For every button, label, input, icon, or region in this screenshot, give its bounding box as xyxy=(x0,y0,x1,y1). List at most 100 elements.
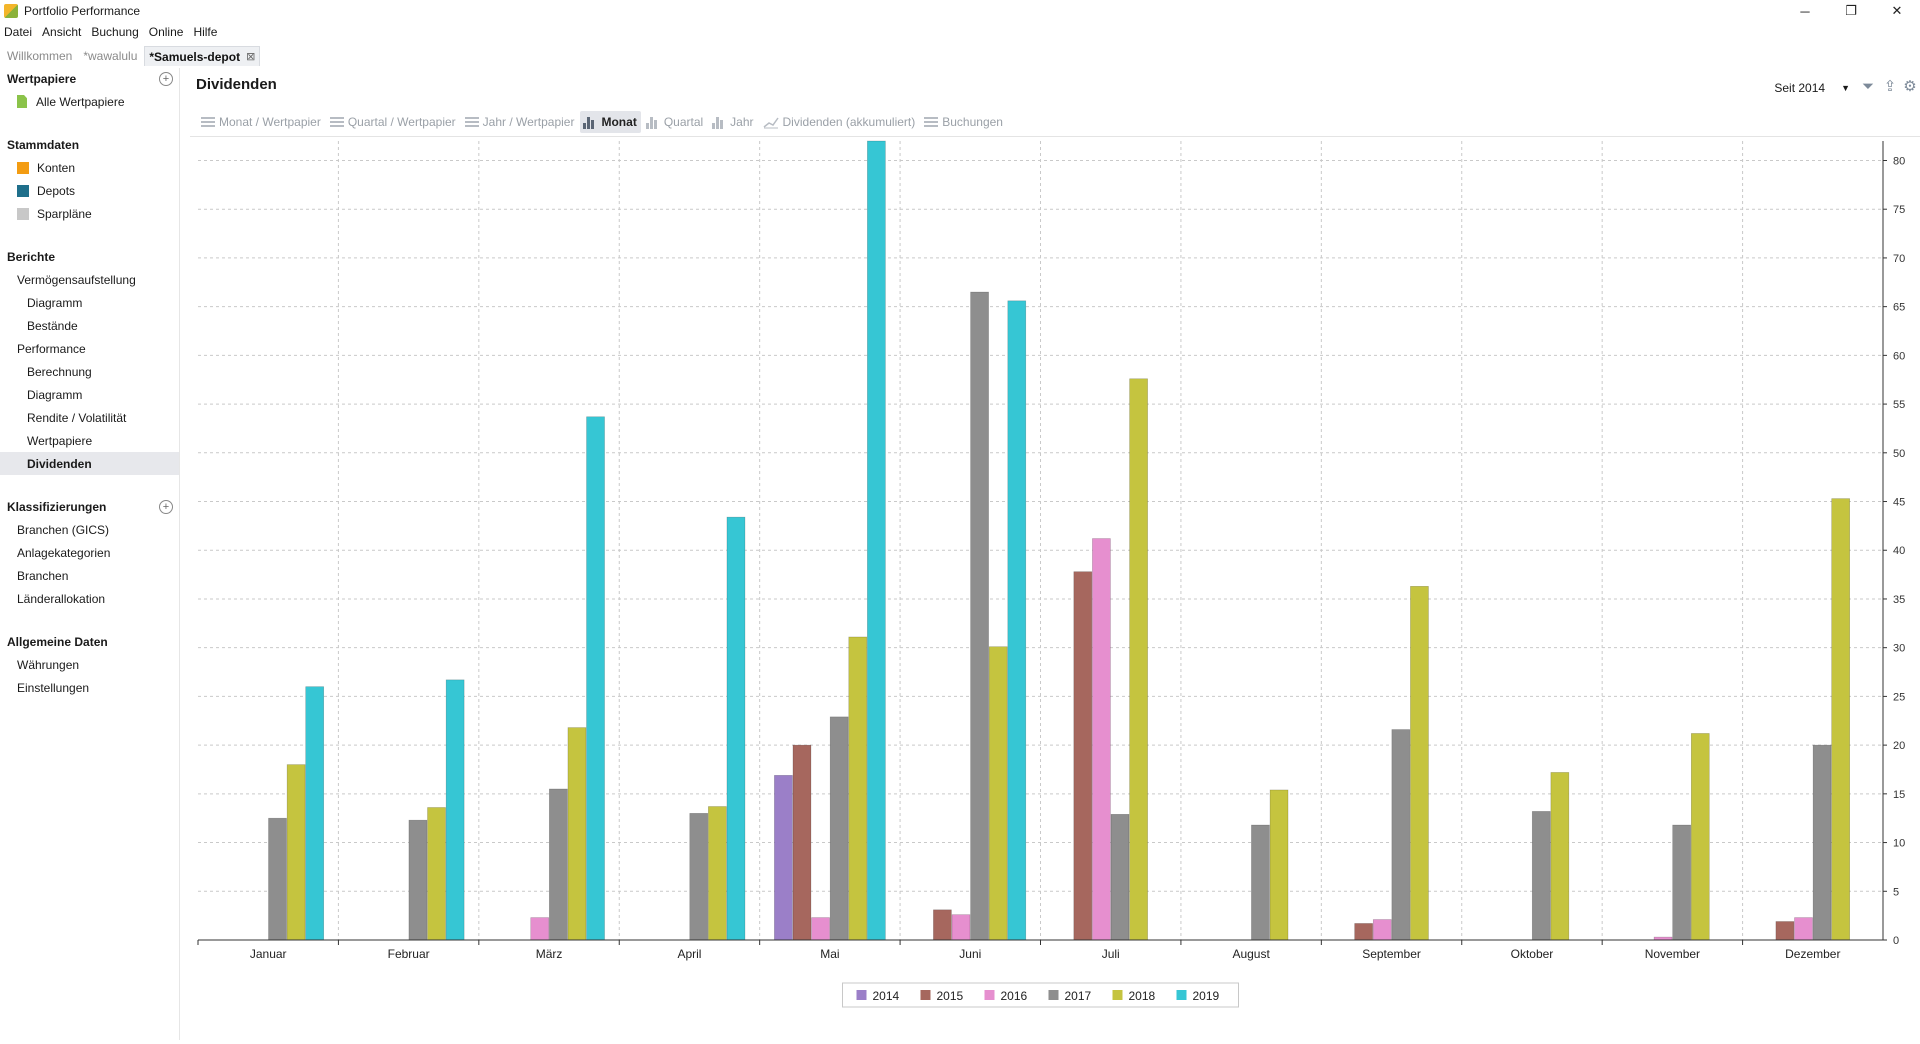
sidebar-item-laenderallokation[interactable]: Länderallokation xyxy=(17,591,106,606)
tab-wawalulu[interactable]: *wawalulu xyxy=(79,46,141,66)
x-tick-label: Oktober xyxy=(1511,947,1554,961)
list-icon xyxy=(464,115,479,129)
tab-label: *Samuels-depot xyxy=(149,49,241,64)
close-tab-icon[interactable]: ⊠ xyxy=(246,51,256,63)
x-tick-label: April xyxy=(677,947,701,961)
x-tick-label: November xyxy=(1645,947,1700,961)
sidebar-item-performance-diagramm[interactable]: Diagramm xyxy=(27,387,83,402)
sidebar-item-performance[interactable]: Performance xyxy=(17,341,86,356)
tab-samuels-depot[interactable]: *Samuels-depot ⊠ xyxy=(144,46,261,66)
y-tick-label: 45 xyxy=(1893,497,1905,509)
add-security-icon[interactable]: + xyxy=(159,72,173,86)
y-tick-label: 15 xyxy=(1893,789,1905,801)
maximize-button[interactable]: ❐ xyxy=(1845,3,1857,18)
bar-2016-4 xyxy=(811,917,830,941)
section-title: Berichte xyxy=(7,250,56,264)
x-tick-label: Mai xyxy=(820,947,839,961)
depots-icon xyxy=(17,184,29,197)
navigation-sidebar: Wertpapiere + Alle Wertpapiere Stammdate… xyxy=(0,68,180,1040)
bar-2019-4 xyxy=(867,140,886,941)
x-tick-label: August xyxy=(1232,947,1270,961)
x-tick-label: September xyxy=(1362,947,1421,961)
bar-chart-icon xyxy=(583,115,597,129)
bar-2019-2 xyxy=(586,416,605,941)
bar-2017-6 xyxy=(1110,814,1130,941)
section-title: Klassifizierungen xyxy=(7,500,107,514)
close-window-button[interactable]: ✕ xyxy=(1891,3,1903,18)
y-tick-label: 65 xyxy=(1893,302,1905,314)
bar-2019-0 xyxy=(305,686,325,941)
bar-2017-3 xyxy=(689,813,709,941)
legend-swatch-2017 xyxy=(1048,990,1059,1000)
gear-icon[interactable]: ⚙ xyxy=(1903,78,1917,95)
app-logo-icon xyxy=(4,4,18,18)
x-tick-label: Juni xyxy=(959,947,981,961)
section-wertpapiere: Wertpapiere + xyxy=(0,68,179,90)
export-icon[interactable]: ⇪ xyxy=(1883,78,1897,95)
section-berichte: Berichte xyxy=(0,246,179,268)
tab-dividenden-akkumuliert[interactable]: Dividenden (akkumuliert) xyxy=(760,111,920,133)
menu-online[interactable]: Online xyxy=(148,25,184,39)
sidebar-item-branchen-gics[interactable]: Branchen (GICS) xyxy=(17,522,110,537)
bar-2019-1 xyxy=(445,679,465,941)
menu-hilfe[interactable]: Hilfe xyxy=(193,25,218,39)
bar-chart-icon xyxy=(645,115,660,129)
sidebar-item-alle-wertpapiere[interactable]: Alle Wertpapiere xyxy=(0,90,179,113)
sidebar-item-bestaende[interactable]: Bestände xyxy=(27,318,78,333)
bar-2018-6 xyxy=(1129,378,1148,941)
title-bar: Portfolio Performance ─ ❐ ✕ xyxy=(0,0,1920,22)
menu-buchung[interactable]: Buchung xyxy=(91,25,139,39)
add-classification-icon[interactable]: + xyxy=(159,500,173,514)
legend-label-2014: 2014 xyxy=(873,989,900,1003)
tab-buchungen[interactable]: Buchungen xyxy=(921,111,1007,133)
sidebar-item-wertpapiere[interactable]: Wertpapiere xyxy=(27,433,93,448)
bar-2017-7 xyxy=(1251,824,1270,941)
bar-2015-5 xyxy=(933,909,952,941)
bar-2018-10 xyxy=(1690,733,1710,941)
accounts-icon xyxy=(17,161,29,174)
section-title: Stammdaten xyxy=(7,138,80,152)
sidebar-item-label: Konten xyxy=(37,160,76,175)
tab-jahr-wertpapier[interactable]: Jahr / Wertpapier xyxy=(462,111,579,133)
page-title: Dividenden xyxy=(196,76,277,93)
sidebar-item-waehrungen[interactable]: Währungen xyxy=(17,657,80,672)
bar-2015-4 xyxy=(792,744,812,941)
section-allgemeine-daten: Allgemeine Daten xyxy=(0,631,179,653)
sidebar-item-rendite-volatilitaet[interactable]: Rendite / Volatilität xyxy=(27,410,127,425)
legend-label-2017: 2017 xyxy=(1065,989,1092,1003)
legend-box xyxy=(842,982,1239,1008)
menu-bar: Datei Ansicht Buchung Online Hilfe xyxy=(0,22,1920,42)
tab-quartal[interactable]: Quartal xyxy=(643,111,707,133)
bar-2016-5 xyxy=(951,914,971,941)
sidebar-item-vermoegensaufstellung[interactable]: Vermögensaufstellung xyxy=(17,272,136,287)
sidebar-item-konten[interactable]: Konten xyxy=(0,156,179,179)
y-tick-label: 10 xyxy=(1893,838,1905,850)
list-icon xyxy=(329,115,344,129)
sidebar-item-branchen[interactable]: Branchen xyxy=(17,568,69,583)
sidebar-item-anlagekategorien[interactable]: Anlagekategorien xyxy=(17,545,111,560)
tab-jahr[interactable]: Jahr xyxy=(709,111,757,133)
bar-2017-4 xyxy=(829,716,849,941)
filter-icon[interactable]: ⏷ xyxy=(1861,78,1874,95)
menu-datei[interactable]: Datei xyxy=(4,25,33,39)
y-tick-label: 50 xyxy=(1893,448,1905,460)
sidebar-item-diagramm[interactable]: Diagramm xyxy=(27,295,83,310)
sidebar-item-berechnung[interactable]: Berechnung xyxy=(27,364,92,379)
tab-monat-wertpapier[interactable]: Monat / Wertpapier xyxy=(198,111,325,133)
sidebar-item-dividenden[interactable]: Dividenden xyxy=(0,452,179,475)
sidebar-item-sparplaene[interactable]: Sparpläne xyxy=(0,202,179,225)
period-selector-value: Seit 2014 xyxy=(1774,81,1826,95)
tab-willkommen[interactable]: Willkommen xyxy=(3,46,76,66)
tab-label: Buchungen xyxy=(942,115,1003,129)
tab-quartal-wertpapier[interactable]: Quartal / Wertpapier xyxy=(327,111,460,133)
bar-2018-2 xyxy=(567,727,587,941)
bar-2016-11 xyxy=(1794,917,1813,941)
minimize-button[interactable]: ─ xyxy=(1800,3,1810,19)
sidebar-item-depots[interactable]: Depots xyxy=(0,179,179,202)
period-selector[interactable]: Seit 2014 ▼ xyxy=(1774,81,1850,95)
legend-swatch-2018 xyxy=(1112,990,1123,1000)
chart-legend: 2014 2015 2016 2017 2018 2019 xyxy=(842,982,1239,1008)
menu-ansicht[interactable]: Ansicht xyxy=(42,25,82,39)
tab-monat[interactable]: Monat xyxy=(580,111,641,133)
sidebar-item-einstellungen[interactable]: Einstellungen xyxy=(17,680,90,695)
